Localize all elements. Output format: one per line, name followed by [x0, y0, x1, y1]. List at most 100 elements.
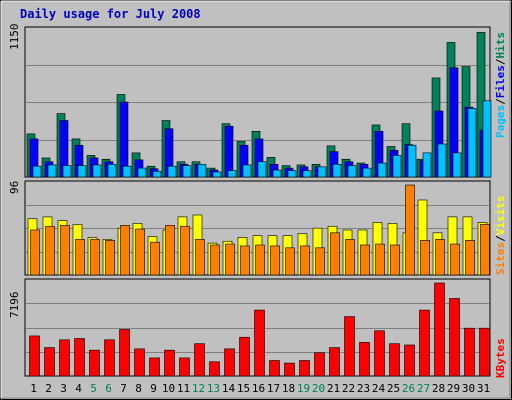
bar-pages-day-4: [77, 165, 87, 178]
x-tick-label: 9: [150, 382, 157, 395]
bar-kbytes-day-7: [119, 329, 130, 377]
bar-pages-day-5: [92, 164, 102, 178]
bar-sites-day-10: [165, 225, 175, 276]
hits-panel: [24, 26, 492, 178]
bar-pages-day-3: [62, 165, 72, 178]
legend-kbytes: KBytes: [494, 338, 507, 378]
x-tick-label: 29: [447, 382, 460, 395]
bar-pages-day-21: [332, 164, 342, 178]
bar-sites-day-4: [75, 239, 85, 276]
bar-sites-day-8: [135, 228, 145, 276]
legend-sites: Sites: [494, 242, 507, 275]
bar-pages-day-20: [317, 166, 327, 178]
bar-kbytes-day-23: [359, 342, 370, 377]
x-tick-label: 25: [387, 382, 400, 395]
bar-kbytes-day-2: [44, 347, 55, 377]
bar-files-day-14: [224, 125, 234, 178]
bar-pages-day-15: [242, 164, 252, 178]
bar-pages-day-1: [32, 165, 42, 178]
legend-visits: Visits: [494, 196, 507, 236]
bar-sites-day-26: [405, 184, 415, 276]
x-axis-day-labels: 1 2 3 4 5 6 7 8 9 10 11 12 13 14 15 16 17 18 19 20 21 22 23 24 2…: [30, 382, 490, 395]
bar-sites-day-30: [465, 240, 475, 276]
bar-kbytes-day-22: [344, 316, 355, 377]
bar-kbytes-day-16: [254, 309, 265, 377]
x-tick-label: 31: [477, 382, 490, 395]
bar-pages-day-11: [182, 165, 192, 178]
bar-kbytes-day-31: [479, 327, 490, 377]
bar-files-day-7: [119, 101, 129, 178]
x-tick-label: 17: [267, 382, 280, 395]
chart-title: Daily usage for July 2008: [20, 7, 201, 21]
bar-sites-day-5: [90, 239, 100, 276]
bar-sites-day-14: [225, 243, 235, 276]
visits-panel-ymax-label: 96: [8, 181, 21, 194]
bar-kbytes-day-28: [434, 282, 445, 377]
bar-sites-day-29: [450, 243, 460, 276]
x-tick-label: 20: [312, 382, 325, 395]
kbytes-panel-ymax-label: 7196: [8, 292, 21, 319]
x-tick-label: 24: [372, 382, 386, 395]
bar-kbytes-day-9: [149, 357, 160, 377]
bar-kbytes-day-13: [209, 361, 220, 377]
x-tick-label: 22: [342, 382, 355, 395]
bar-sites-day-28: [435, 239, 445, 276]
x-tick-label: 18: [282, 382, 295, 395]
bar-kbytes-day-14: [224, 348, 235, 377]
bar-pages-day-18: [287, 170, 297, 178]
bar-sites-day-15: [240, 245, 250, 276]
bar-pages-day-17: [272, 169, 282, 178]
bar-kbytes-day-21: [329, 347, 340, 377]
bar-sites-day-17: [270, 245, 280, 276]
bar-kbytes-day-5: [89, 349, 100, 377]
bar-pages-day-10: [167, 165, 177, 178]
bar-kbytes-day-18: [284, 362, 295, 377]
bar-pages-day-30: [467, 108, 477, 178]
visits-panel: [24, 180, 491, 276]
bar-kbytes-day-25: [389, 343, 400, 377]
bar-sites-day-31: [480, 224, 490, 276]
bar-pages-day-25: [392, 155, 402, 178]
x-tick-label: 11: [177, 382, 190, 395]
bar-sites-day-9: [150, 241, 160, 276]
bar-sites-day-27: [420, 240, 430, 276]
bar-kbytes-day-4: [74, 338, 85, 377]
bar-kbytes-day-6: [104, 339, 115, 377]
x-tick-label: 28: [432, 382, 445, 395]
bar-pages-day-14: [227, 170, 237, 178]
bar-pages-day-12: [197, 164, 207, 178]
bar-kbytes-day-15: [239, 336, 250, 377]
bar-kbytes-day-1: [29, 335, 40, 377]
x-tick-label: 2: [45, 382, 52, 395]
bar-sites-day-24: [375, 243, 385, 276]
bar-kbytes-day-10: [164, 349, 175, 377]
bar-sites-day-25: [390, 244, 400, 276]
bar-sites-day-20: [315, 247, 325, 276]
bar-pages-day-9: [152, 170, 162, 178]
bar-pages-day-7: [122, 165, 132, 178]
bar-sites-day-6: [105, 240, 115, 276]
bar-kbytes-day-11: [179, 357, 190, 377]
bar-sites-day-1: [30, 229, 40, 276]
legend-separator: /: [494, 98, 507, 105]
visits-panel-legend: Sites/Visits: [494, 196, 507, 276]
x-tick-label: 15: [237, 382, 250, 395]
x-tick-label: 21: [327, 382, 340, 395]
x-tick-label: 19: [297, 382, 310, 395]
bar-kbytes-day-26: [404, 344, 415, 377]
bar-pages-day-13: [212, 171, 222, 178]
bar-pages-day-23: [362, 167, 372, 178]
x-tick-label: 4: [75, 382, 82, 395]
bar-sites-day-22: [345, 239, 355, 276]
chart-panels: [24, 26, 492, 377]
bar-sites-day-13: [210, 244, 220, 276]
x-tick-label: 10: [162, 382, 175, 395]
bar-pages-day-19: [302, 170, 312, 178]
legend-separator: /: [494, 235, 507, 242]
x-tick-label: 13: [207, 382, 220, 395]
bar-pages-day-27: [422, 152, 432, 178]
bar-sites-day-21: [330, 232, 340, 276]
bar-kbytes-day-27: [419, 309, 430, 377]
bar-sites-day-18: [285, 247, 295, 276]
x-tick-label: 6: [105, 382, 112, 395]
